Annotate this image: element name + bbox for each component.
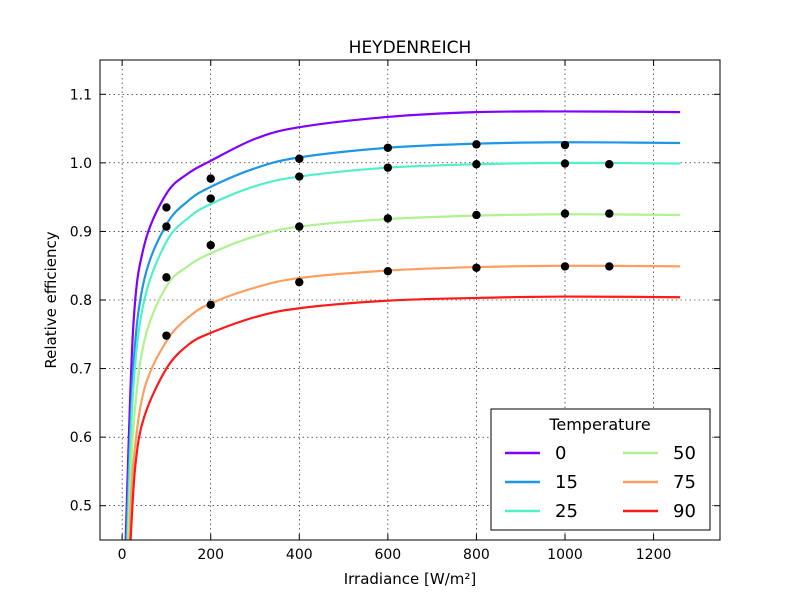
x-tick-label: 400 [286, 547, 313, 563]
data-point [162, 331, 171, 340]
data-point [295, 154, 304, 163]
data-point [472, 263, 481, 272]
data-point [560, 159, 570, 168]
data-point [295, 277, 304, 287]
data-point [162, 222, 171, 231]
legend-label-25: 25 [555, 501, 578, 522]
measured-points [162, 140, 614, 340]
y-tick-label: 0.9 [70, 224, 92, 240]
data-point [383, 267, 393, 276]
series-line-50 [127, 213, 681, 540]
y-tick-label: 0.7 [70, 362, 92, 378]
y-tick-label: 1.1 [70, 87, 92, 103]
data-point [206, 240, 215, 250]
data-point [560, 140, 570, 150]
axis-ticks: 0 200 400 600 800 1000 1200 0.5 0.6 0.7 0.8 0.9 1.0 1… [70, 60, 720, 563]
series-line-0 [124, 110, 681, 540]
data-point [605, 262, 614, 271]
series-line-15 [125, 141, 681, 540]
x-tick-label: 600 [374, 547, 401, 563]
data-point [295, 222, 304, 231]
y-tick-label: 0.8 [70, 293, 92, 309]
chart-title: HEYDENREICH [349, 38, 472, 58]
legend-label-90: 90 [673, 501, 696, 522]
y-axis-label: Relative efficiency [42, 231, 60, 368]
y-tick-label: 1.0 [70, 156, 92, 172]
x-tick-label: 0 [118, 547, 127, 563]
data-point [162, 203, 171, 212]
x-axis-label: Irradiance [W/m²] [344, 570, 477, 588]
legend-items: 0 15 25 50 75 90 [505, 443, 696, 522]
data-point [383, 214, 393, 223]
legend-title: Temperature [548, 415, 650, 434]
x-tick-label: 800 [463, 547, 490, 563]
y-tick-label: 0.6 [70, 430, 92, 446]
data-point [605, 160, 614, 169]
data-point [206, 300, 215, 309]
x-tick-label: 1000 [547, 547, 583, 563]
x-tick-label: 1200 [636, 547, 672, 563]
legend-label-50: 50 [673, 443, 696, 464]
series-line-25 [126, 161, 681, 540]
data-point [383, 163, 393, 172]
data-point [383, 143, 393, 152]
data-point [295, 172, 304, 181]
series-line-90 [129, 295, 681, 540]
data-point [206, 174, 215, 183]
x-tick-label: 200 [197, 547, 224, 563]
legend-label-75: 75 [673, 472, 696, 493]
data-point [472, 140, 481, 149]
y-tick-label: 0.5 [70, 499, 92, 515]
data-point [472, 210, 481, 220]
data-point [605, 209, 614, 218]
data-point [206, 194, 215, 203]
data-point [472, 160, 481, 169]
data-point [560, 262, 570, 271]
series-line-75 [128, 264, 681, 540]
data-point [560, 209, 570, 218]
legend-label-15: 15 [555, 472, 578, 493]
legend-label-0: 0 [555, 443, 566, 464]
legend: Temperature 0 15 25 50 75 90 [490, 408, 711, 531]
series-lines [124, 110, 681, 540]
data-point [162, 273, 171, 282]
